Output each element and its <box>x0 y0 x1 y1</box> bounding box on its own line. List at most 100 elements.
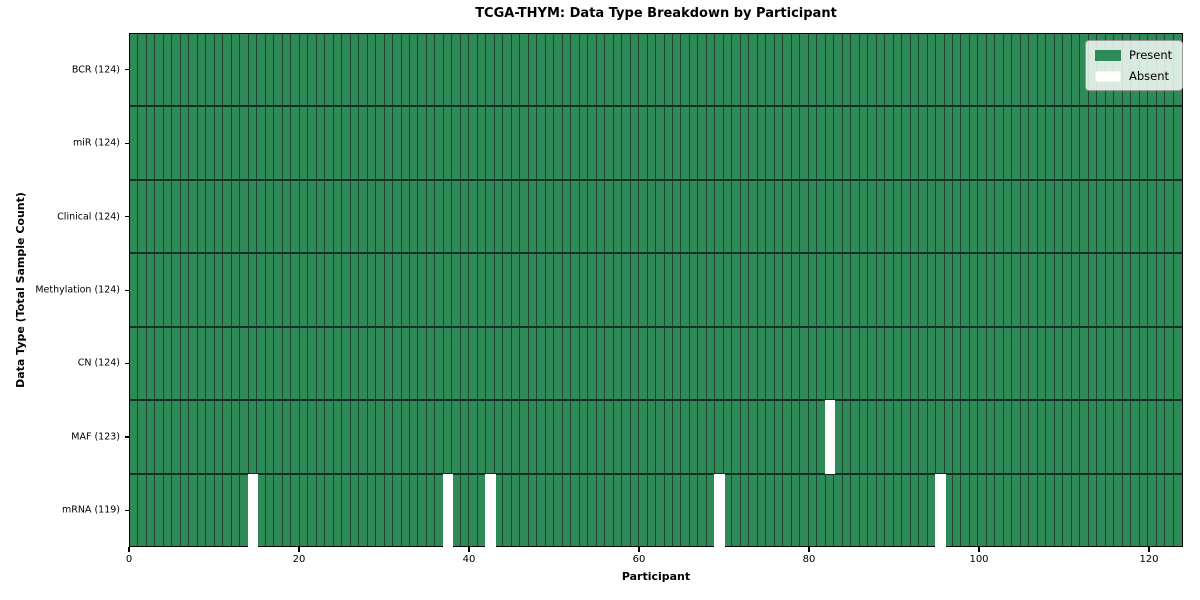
present-cell <box>986 254 996 326</box>
present-cell <box>579 474 589 546</box>
present-cell <box>316 180 326 253</box>
present-cell <box>808 254 818 326</box>
present-cell <box>435 180 444 253</box>
present-cell <box>231 107 241 179</box>
present-cell <box>206 474 215 546</box>
present-cell <box>189 254 198 326</box>
present-cell <box>138 34 147 106</box>
present-cell <box>274 107 283 179</box>
present-cell <box>350 180 360 253</box>
present-cell <box>986 474 996 546</box>
present-cell <box>511 474 521 546</box>
present-cell <box>885 401 894 473</box>
present-cell <box>893 34 903 106</box>
present-cell <box>214 474 224 546</box>
present-cell <box>545 107 555 179</box>
present-cell <box>689 254 699 326</box>
present-cell <box>571 254 580 326</box>
present-cell <box>681 107 690 179</box>
present-cell <box>1063 327 1072 400</box>
present-cell <box>426 180 436 253</box>
present-cell <box>647 401 657 473</box>
present-cell <box>138 474 147 546</box>
present-cell <box>401 34 410 106</box>
present-cell <box>503 327 512 400</box>
present-cell <box>460 34 470 106</box>
present-cell <box>308 327 317 400</box>
present-cell <box>689 327 699 400</box>
present-cell <box>350 107 360 179</box>
present-cell <box>723 254 733 326</box>
present-cell <box>1105 254 1115 326</box>
present-cell <box>494 107 504 179</box>
legend: Present Absent <box>1085 40 1184 91</box>
present-cell <box>698 327 707 400</box>
present-cell <box>418 254 427 326</box>
present-cell <box>155 254 164 326</box>
present-cell <box>622 254 631 326</box>
present-cell <box>656 34 665 106</box>
present-cell <box>791 34 801 106</box>
present-cell <box>452 254 461 326</box>
present-cell <box>511 34 521 106</box>
present-cell <box>791 474 801 546</box>
x-tick-mark <box>808 547 810 552</box>
present-cell <box>231 401 241 473</box>
present-cell <box>851 180 860 253</box>
present-cell <box>240 327 249 400</box>
present-cell <box>299 34 309 106</box>
present-cell <box>477 34 487 106</box>
present-cell <box>673 474 682 546</box>
present-cell <box>1003 254 1013 326</box>
present-cell <box>299 401 309 473</box>
present-cell <box>146 401 156 473</box>
present-cell <box>418 474 427 546</box>
present-cell <box>511 254 521 326</box>
present-cell <box>520 254 529 326</box>
present-cell <box>1105 327 1115 400</box>
present-cell <box>893 180 903 253</box>
present-cell <box>223 254 232 326</box>
present-cell <box>477 180 487 253</box>
present-cell <box>630 180 640 253</box>
present-cell <box>1156 180 1166 253</box>
present-cell <box>825 34 835 106</box>
present-cell <box>401 254 410 326</box>
present-cell <box>766 254 775 326</box>
present-cell <box>647 34 657 106</box>
present-cell <box>409 254 419 326</box>
present-cell <box>774 474 784 546</box>
present-cell <box>172 474 181 546</box>
present-cell <box>876 180 886 253</box>
present-cell <box>409 34 419 106</box>
present-cell <box>715 401 724 473</box>
present-cell <box>197 327 207 400</box>
present-cell <box>808 34 818 106</box>
present-cell <box>367 254 377 326</box>
present-cell <box>418 34 427 106</box>
present-cell <box>426 474 436 546</box>
present-cell <box>469 401 478 473</box>
present-cell <box>240 180 249 253</box>
present-cell <box>172 34 181 106</box>
present-cell <box>808 180 818 253</box>
present-cell <box>1173 474 1182 546</box>
present-cell <box>876 107 886 179</box>
present-cell <box>333 474 343 546</box>
present-cell <box>952 254 962 326</box>
present-cell <box>936 327 945 400</box>
present-cell <box>944 107 953 179</box>
present-cell <box>248 401 258 473</box>
present-cell <box>1165 327 1174 400</box>
present-cell <box>681 180 690 253</box>
y-tick-label: MAF (123) <box>71 431 120 443</box>
present-cell <box>1122 180 1132 253</box>
present-cell <box>163 474 173 546</box>
present-cell <box>486 327 495 400</box>
present-cell <box>902 180 911 253</box>
present-cell <box>919 401 928 473</box>
present-cell <box>800 254 809 326</box>
present-cell <box>825 254 835 326</box>
present-cell <box>639 474 648 546</box>
present-cell <box>172 327 181 400</box>
